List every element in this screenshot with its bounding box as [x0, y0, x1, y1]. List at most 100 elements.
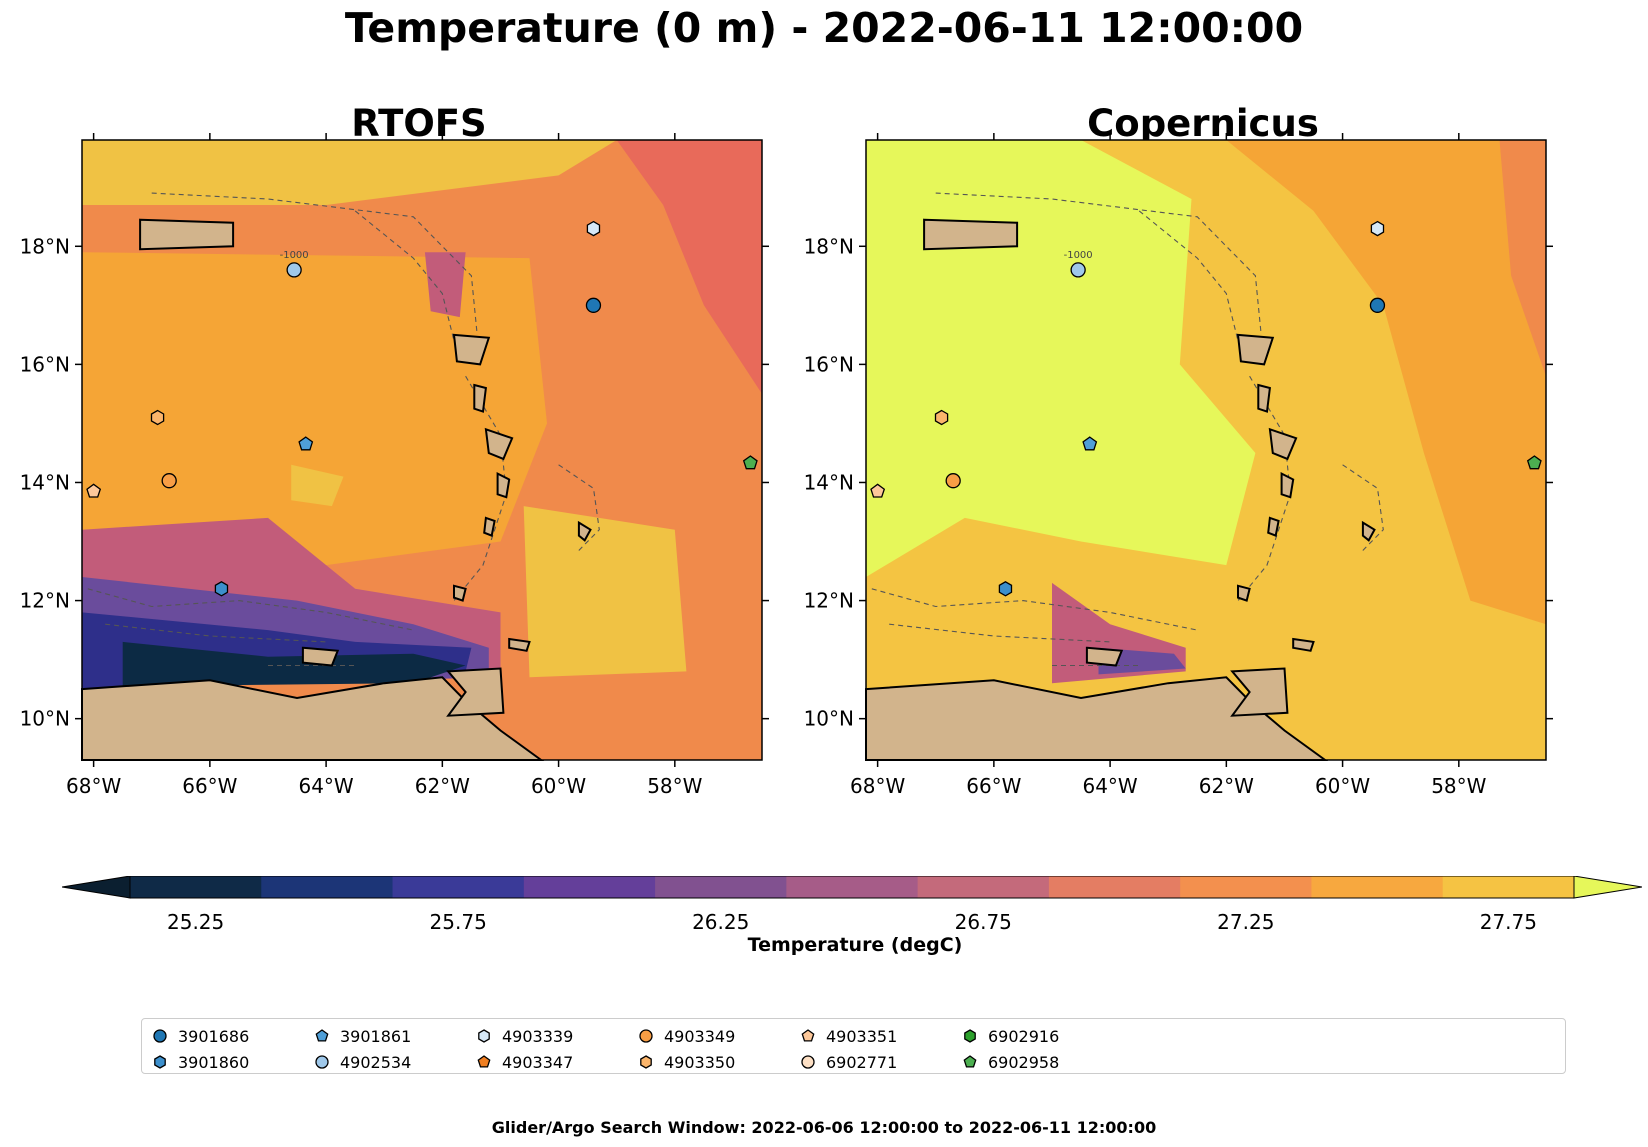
- float-marker-3901686: [1369, 297, 1386, 313]
- colorbar-tick-label: 25.25: [166, 910, 225, 934]
- temperature-zone: [1499, 140, 1546, 377]
- search-window-footer: Glider/Argo Search Window: 2022-06-06 12…: [491, 1118, 1157, 1137]
- float-marker-4903339: [586, 220, 601, 237]
- float-marker-4903351: [86, 483, 102, 498]
- temperature-zone: [291, 464, 344, 507]
- land-tobago: [508, 637, 531, 652]
- float-marker-3901860: [998, 581, 1013, 597]
- legend-label: 4902534: [340, 1052, 412, 1072]
- lat-tick-label: 10°N: [804, 707, 854, 731]
- legend-item-6902771: 6902771: [800, 1049, 897, 1075]
- lon-tick-label: 58°W: [647, 774, 702, 798]
- land-trinidad: [446, 667, 505, 717]
- legend-label: 3901861: [340, 1026, 412, 1046]
- temperature-zone: [82, 140, 617, 205]
- colorbar-bin: [1180, 876, 1312, 898]
- legend-marker-4903347: [477, 1055, 491, 1068]
- lon-tick-label: 62°W: [1199, 774, 1254, 798]
- colorbar-bin: [523, 876, 656, 898]
- colorbar-tick-label: 27.75: [1479, 910, 1537, 934]
- float-legend: 3901686 3901860 3901861 4902534 4903339 49033…: [141, 1018, 1566, 1074]
- bathymetry-contour: [871, 588, 1198, 631]
- lat-tick-label: 12°N: [804, 589, 854, 613]
- lat-tick-label: 14°N: [20, 470, 70, 494]
- legend-label: 4903347: [502, 1052, 574, 1072]
- legend-item-3901686: 3901686: [152, 1023, 249, 1049]
- land-grenada: [1237, 584, 1251, 602]
- temperature-zone: [122, 641, 466, 687]
- legend-marker-3901860: [154, 1055, 166, 1069]
- float-marker-4902534: [1070, 262, 1086, 278]
- land-dominica: [473, 383, 487, 413]
- lon-tick-label: 68°W: [66, 774, 121, 798]
- legend-marker-3901686: [153, 1029, 167, 1043]
- legend-label: 3901860: [178, 1052, 250, 1072]
- legend-item-3901860: 3901860: [152, 1049, 249, 1075]
- lat-tick-label: 18°N: [20, 234, 70, 258]
- map-title-rtofs: RTOFS: [351, 102, 487, 145]
- colorbar-bin: [917, 876, 1050, 898]
- colorbar: [61, 875, 1643, 946]
- map-panel-copernicus: -1000 68°W 66°W 64°W 62°W 60°W 58°W 18°N 16°N 14°…: [804, 133, 1553, 798]
- colorbar-bin: [655, 876, 787, 898]
- legend-item-4903339: 4903339: [476, 1023, 573, 1049]
- lon-tick-label: 62°W: [415, 774, 470, 798]
- legend-label: 4903339: [502, 1026, 574, 1046]
- float-marker-4903349: [945, 473, 961, 489]
- lon-tick-label: 64°W: [298, 774, 353, 798]
- legend-item-4903347: 4903347: [476, 1049, 573, 1075]
- lon-tick-label: 60°W: [531, 774, 586, 798]
- colorbar-tick-label: 25.75: [429, 910, 487, 934]
- temperature-zone: [616, 140, 762, 394]
- lat-tick-label: 16°N: [804, 352, 854, 376]
- contour-label: -1000: [1064, 250, 1093, 261]
- legend-label: 4903350: [664, 1052, 736, 1072]
- land-margarita: [1085, 646, 1124, 667]
- bathymetry-contour: [935, 192, 1262, 335]
- colorbar-bin: [1048, 876, 1181, 898]
- bathymetry-contour: [1138, 210, 1239, 341]
- land-tobago: [1292, 637, 1315, 652]
- bathymetry-contour: [1342, 464, 1384, 554]
- legend-item-4903351: 4903351: [800, 1023, 897, 1049]
- lat-tick-label: 12°N: [20, 589, 70, 613]
- lon-tick-label: 66°W: [966, 774, 1021, 798]
- colorbar-tick-label: 26.25: [692, 910, 750, 934]
- land-guadeloupe: [452, 333, 491, 366]
- figure-title: Temperature (0 m) - 2022-06-11 12:00:00: [344, 4, 1304, 52]
- float-marker-3901861: [1082, 436, 1098, 451]
- colorbar-bin: [1311, 876, 1444, 898]
- float-marker-4903350: [150, 409, 165, 426]
- temperature-zone: [523, 506, 687, 678]
- land-martinique: [484, 427, 514, 461]
- colorbar-under-extend: [61, 875, 131, 899]
- land-puerto-rico: [923, 218, 1019, 251]
- land-barbados: [577, 520, 592, 542]
- float-marker-4903349: [161, 473, 177, 489]
- map-panel-rtofs: -1000 68°W 66°W 64°W 62°W 60°W 58°W 18°N 16°N 14°…: [20, 133, 769, 798]
- land-trinidad: [1230, 667, 1289, 717]
- lon-tick-label: 66°W: [182, 774, 237, 798]
- land-margarita: [301, 646, 340, 667]
- lon-tick-label: 68°W: [850, 774, 905, 798]
- legend-label: 4903349: [664, 1026, 736, 1046]
- bathymetry-contour: [151, 192, 478, 335]
- legend-item-6902958: 6902958: [962, 1049, 1059, 1075]
- colorbar-bin: [1442, 876, 1575, 898]
- bathymetry-contour: [354, 210, 455, 341]
- colorbar-bin: [786, 876, 919, 898]
- temperature-zone: [424, 252, 466, 318]
- legend-label: 3901686: [178, 1026, 250, 1046]
- colorbar-label: Temperature (degC): [747, 934, 963, 956]
- temperature-zone: [82, 252, 547, 566]
- float-marker-4903351: [870, 483, 886, 498]
- bathymetry-contour: [889, 623, 1111, 643]
- map-title-copernicus: Copernicus: [1087, 102, 1319, 145]
- float-marker-4902534: [286, 262, 302, 278]
- land-puerto-rico: [139, 218, 235, 251]
- legend-marker-4903351: [801, 1029, 815, 1042]
- legend-label: 4903351: [826, 1026, 898, 1046]
- legend-marker-6902771: [801, 1055, 815, 1069]
- colorbar-over-extend: [1573, 875, 1643, 899]
- legend-marker-4903349: [639, 1029, 653, 1043]
